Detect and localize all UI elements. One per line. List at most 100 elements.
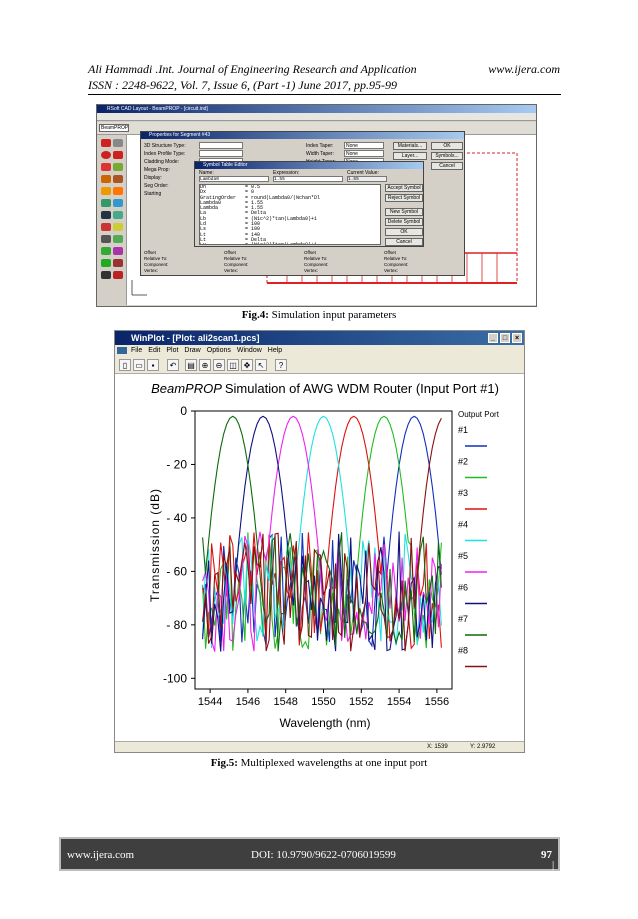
properties-titlebar: Properties for Segment #43	[141, 132, 464, 139]
materials-button[interactable]: Materials...	[393, 142, 427, 150]
cancel-button[interactable]: Cancel	[431, 162, 463, 170]
layer-button[interactable]: Layer...	[393, 152, 427, 160]
tool-icon[interactable]	[101, 271, 111, 279]
y-tick-label: - 80	[166, 618, 187, 632]
component-label: Component:	[224, 262, 249, 267]
tool-icon[interactable]	[113, 199, 123, 207]
tool-icon[interactable]	[101, 247, 111, 255]
doc-icon	[117, 346, 127, 354]
y-axis-label: Transmission (dB)	[148, 488, 162, 602]
menu-window[interactable]: Window	[236, 347, 262, 354]
delete-symbol-button[interactable]: Delete Symbol	[385, 218, 423, 226]
fig4-window-title: RSoft CAD Layout - BeamPROP - [circuit.i…	[107, 106, 208, 112]
tool-icon[interactable]	[113, 211, 123, 219]
y-axis: 0 - 20 - 40 - 60 - 80 -100	[163, 404, 195, 685]
tool-icon[interactable]	[113, 151, 123, 159]
taper-label: Width Taper:	[306, 151, 334, 157]
new-symbol-button[interactable]: New Symbol	[385, 208, 423, 216]
structure-type-select[interactable]	[199, 142, 243, 149]
fig5-caption: Fig.5: Multiplexed wavelengths at one in…	[0, 757, 638, 769]
header-rule	[88, 94, 561, 95]
tool-icon[interactable]	[113, 271, 123, 279]
index-profile-select[interactable]	[199, 150, 243, 157]
zoom-out-icon[interactable]: ⊖	[213, 359, 225, 371]
tool-icon[interactable]	[101, 235, 111, 243]
tool-icon[interactable]	[113, 235, 123, 243]
page-number: 97	[541, 849, 552, 861]
symbols-button[interactable]: Symbols...	[431, 152, 463, 160]
accept-symbol-button[interactable]: Accept Symbol	[385, 184, 423, 192]
taper-label: Index Taper:	[306, 143, 334, 149]
chart-title-italic: BeamPROP	[151, 381, 222, 396]
tool-icon[interactable]	[113, 259, 123, 267]
symbol-editor-titlebar: Symbol Table Editor	[195, 162, 423, 169]
legend: Output Port #1 #2 #3 #4 #5 #6 #7 #8	[458, 410, 500, 668]
tool-icon[interactable]	[101, 163, 111, 171]
tool-icon[interactable]	[101, 175, 111, 183]
zoom-fit-icon[interactable]: ◫	[227, 359, 239, 371]
pan-icon[interactable]: ✥	[241, 359, 253, 371]
tool-icon[interactable]	[113, 163, 123, 171]
width-taper-select[interactable]: None	[344, 150, 384, 157]
tool-icon[interactable]	[101, 187, 111, 195]
tool-icon[interactable]	[101, 211, 111, 219]
reject-symbol-button[interactable]: Reject Symbol	[385, 194, 423, 202]
y-tick-label: - 60	[166, 564, 187, 578]
tool-icon[interactable]	[101, 259, 111, 267]
tool-icon[interactable]	[113, 187, 123, 195]
minimize-icon[interactable]: _	[488, 333, 498, 343]
expression-header: Expression:	[273, 170, 300, 176]
property-label: Display:	[144, 175, 162, 181]
symbol-current-value: 1.55	[347, 176, 387, 182]
winplot-toolbar: ▯ ▭ ▪ ↶ ▤ ⊕ ⊖ ◫ ✥ ↖ ?	[115, 356, 524, 374]
tool-icon[interactable]	[113, 247, 123, 255]
symbol-cancel-button[interactable]: Cancel	[385, 238, 423, 246]
open-folder-icon[interactable]: ▭	[133, 359, 145, 371]
new-file-icon[interactable]: ▯	[119, 359, 131, 371]
x-tick-label: 1544	[198, 696, 222, 708]
offset-label: Offset	[144, 250, 156, 255]
symbol-list[interactable]: Dn = 0.5 Dx = 0 GratingOrder = round(Lam…	[199, 184, 381, 245]
fig4-program-combo[interactable]: BeamPROP	[99, 124, 129, 132]
y-tick-label: - 20	[166, 457, 187, 471]
zoom-in-icon[interactable]: ⊕	[199, 359, 211, 371]
x-axis-label: Wavelength (nm)	[280, 716, 371, 730]
tool-icon[interactable]	[113, 175, 123, 183]
menu-draw[interactable]: Draw	[184, 347, 201, 354]
ok-button[interactable]: OK	[431, 142, 463, 150]
property-labels: 3D Structure Type: Index Profile Type: C…	[144, 142, 186, 198]
menu-edit[interactable]: Edit	[148, 347, 161, 354]
page-footer: www.ijera.com DOI: 10.9790/9622-07060195…	[59, 837, 560, 919]
close-icon[interactable]: ×	[512, 333, 522, 343]
symbol-ok-button[interactable]: OK	[385, 228, 423, 236]
fig5-winplot-window: WinPlot - [Plot: ali2scan1.pcs] _ □ × Fi…	[114, 330, 525, 753]
undo-icon[interactable]: ↶	[167, 359, 179, 371]
menu-options[interactable]: Options	[206, 347, 231, 354]
fig4-caption-text: Simulation input parameters	[271, 309, 397, 321]
legend-label: #2	[458, 457, 468, 467]
symbol-expression-input[interactable]: 1.55	[273, 176, 343, 182]
symbol-name-input[interactable]: Lambda0	[199, 176, 269, 182]
series-line	[202, 415, 442, 651]
tool-icon[interactable]	[101, 199, 111, 207]
tool-icon[interactable]	[101, 151, 111, 159]
menu-file[interactable]: File	[131, 347, 143, 354]
plot-area[interactable]: BeamPROP Simulation of AWG WDM Router (In…	[115, 375, 525, 741]
tool-icon[interactable]	[101, 223, 111, 231]
menu-help[interactable]: Help	[267, 347, 283, 354]
relative-to-label: Relative To:	[304, 256, 328, 261]
fig4-tool-palette	[97, 135, 127, 305]
help-icon[interactable]: ?	[275, 359, 287, 371]
tool-icon[interactable]	[101, 139, 111, 147]
tool-icon[interactable]	[113, 139, 123, 147]
menu-plot[interactable]: Plot	[166, 347, 179, 354]
symbol-table-editor: Symbol Table Editor Name: Expression: Cu…	[194, 161, 424, 247]
index-taper-select[interactable]: None	[344, 142, 384, 149]
tool-icon[interactable]	[113, 223, 123, 231]
print-icon[interactable]: ▤	[185, 359, 197, 371]
component-label: Component:	[144, 262, 169, 267]
vertex-label: Vertex:	[384, 268, 399, 273]
maximize-icon[interactable]: □	[500, 333, 510, 343]
cursor-icon[interactable]: ↖	[255, 359, 267, 371]
save-icon[interactable]: ▪	[147, 359, 159, 371]
